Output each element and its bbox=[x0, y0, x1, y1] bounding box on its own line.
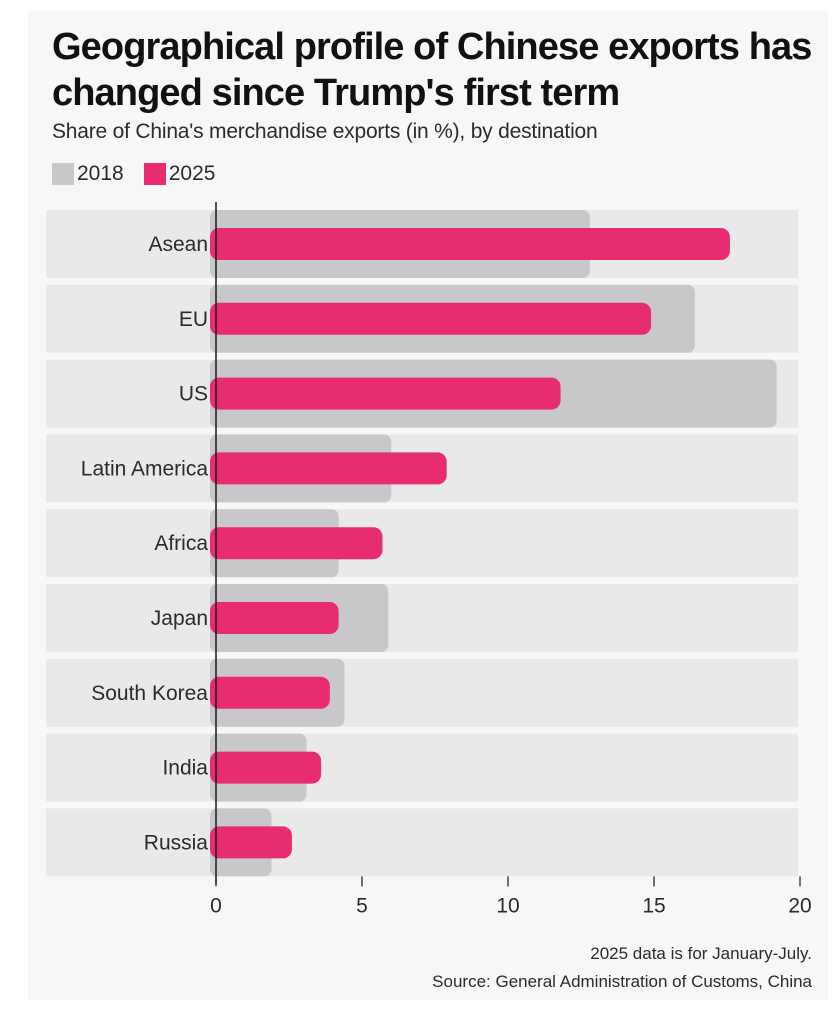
bar-2025-japan bbox=[210, 602, 339, 634]
category-label-russia: Russia bbox=[144, 831, 209, 854]
legend-swatch-2025 bbox=[143, 163, 166, 185]
bar-chart: Asean EU US Latin America Africa Japan South K… bbox=[46, 202, 812, 917]
category-label-asean: Asean bbox=[148, 233, 208, 256]
row-band-india bbox=[46, 733, 798, 802]
category-label-japan: Japan bbox=[151, 607, 208, 630]
chart-card: Geographical profile of Chinese exports … bbox=[28, 10, 828, 1000]
footnote-source: Source: General Administration of Custom… bbox=[432, 972, 812, 991]
chart-subtitle: Share of China's merchandise exports (in… bbox=[52, 120, 598, 143]
x-tick-label-5: 5 bbox=[356, 894, 368, 917]
bar-2025-russia bbox=[210, 826, 292, 859]
category-label-south-korea: South Korea bbox=[91, 682, 208, 705]
footnote: 2025 data is for January-July. Source: G… bbox=[432, 940, 812, 996]
category-label-us: US bbox=[179, 383, 208, 406]
x-tick-label-10: 10 bbox=[496, 894, 519, 917]
bar-2025-india bbox=[210, 751, 322, 784]
legend-swatch-2018 bbox=[52, 163, 74, 185]
legend-label-2018: 2018 bbox=[77, 162, 124, 185]
footnote-note: 2025 data is for January-July. bbox=[590, 944, 812, 963]
bar-2025-africa bbox=[210, 527, 383, 560]
legend: 2018 2025 bbox=[52, 160, 235, 188]
bar-2025-asean bbox=[210, 228, 730, 260]
row-band-africa bbox=[46, 509, 798, 578]
legend-item-2018: 2018 bbox=[52, 162, 124, 186]
x-tick-label-15: 15 bbox=[642, 894, 665, 917]
row-band-russia bbox=[46, 808, 798, 877]
row-band-south-korea bbox=[46, 658, 798, 727]
legend-item-2025: 2025 bbox=[143, 162, 216, 186]
chart-title: Geographical profile of Chinese exports … bbox=[52, 26, 812, 114]
category-label-latin-america: Latin America bbox=[81, 457, 209, 480]
category-label-india: India bbox=[162, 757, 208, 780]
bar-2025-eu bbox=[210, 302, 652, 335]
x-tick-label-0: 0 bbox=[210, 894, 222, 917]
category-label-eu: EU bbox=[179, 308, 208, 331]
category-label-africa: Africa bbox=[154, 532, 208, 555]
legend-label-2025: 2025 bbox=[168, 162, 216, 185]
bar-2025-latin-america bbox=[210, 452, 447, 485]
bar-2025-south-korea bbox=[210, 676, 330, 709]
row-band-japan bbox=[46, 584, 798, 652]
x-tick-label-20: 20 bbox=[788, 894, 811, 917]
bar-2025-us bbox=[210, 377, 561, 410]
